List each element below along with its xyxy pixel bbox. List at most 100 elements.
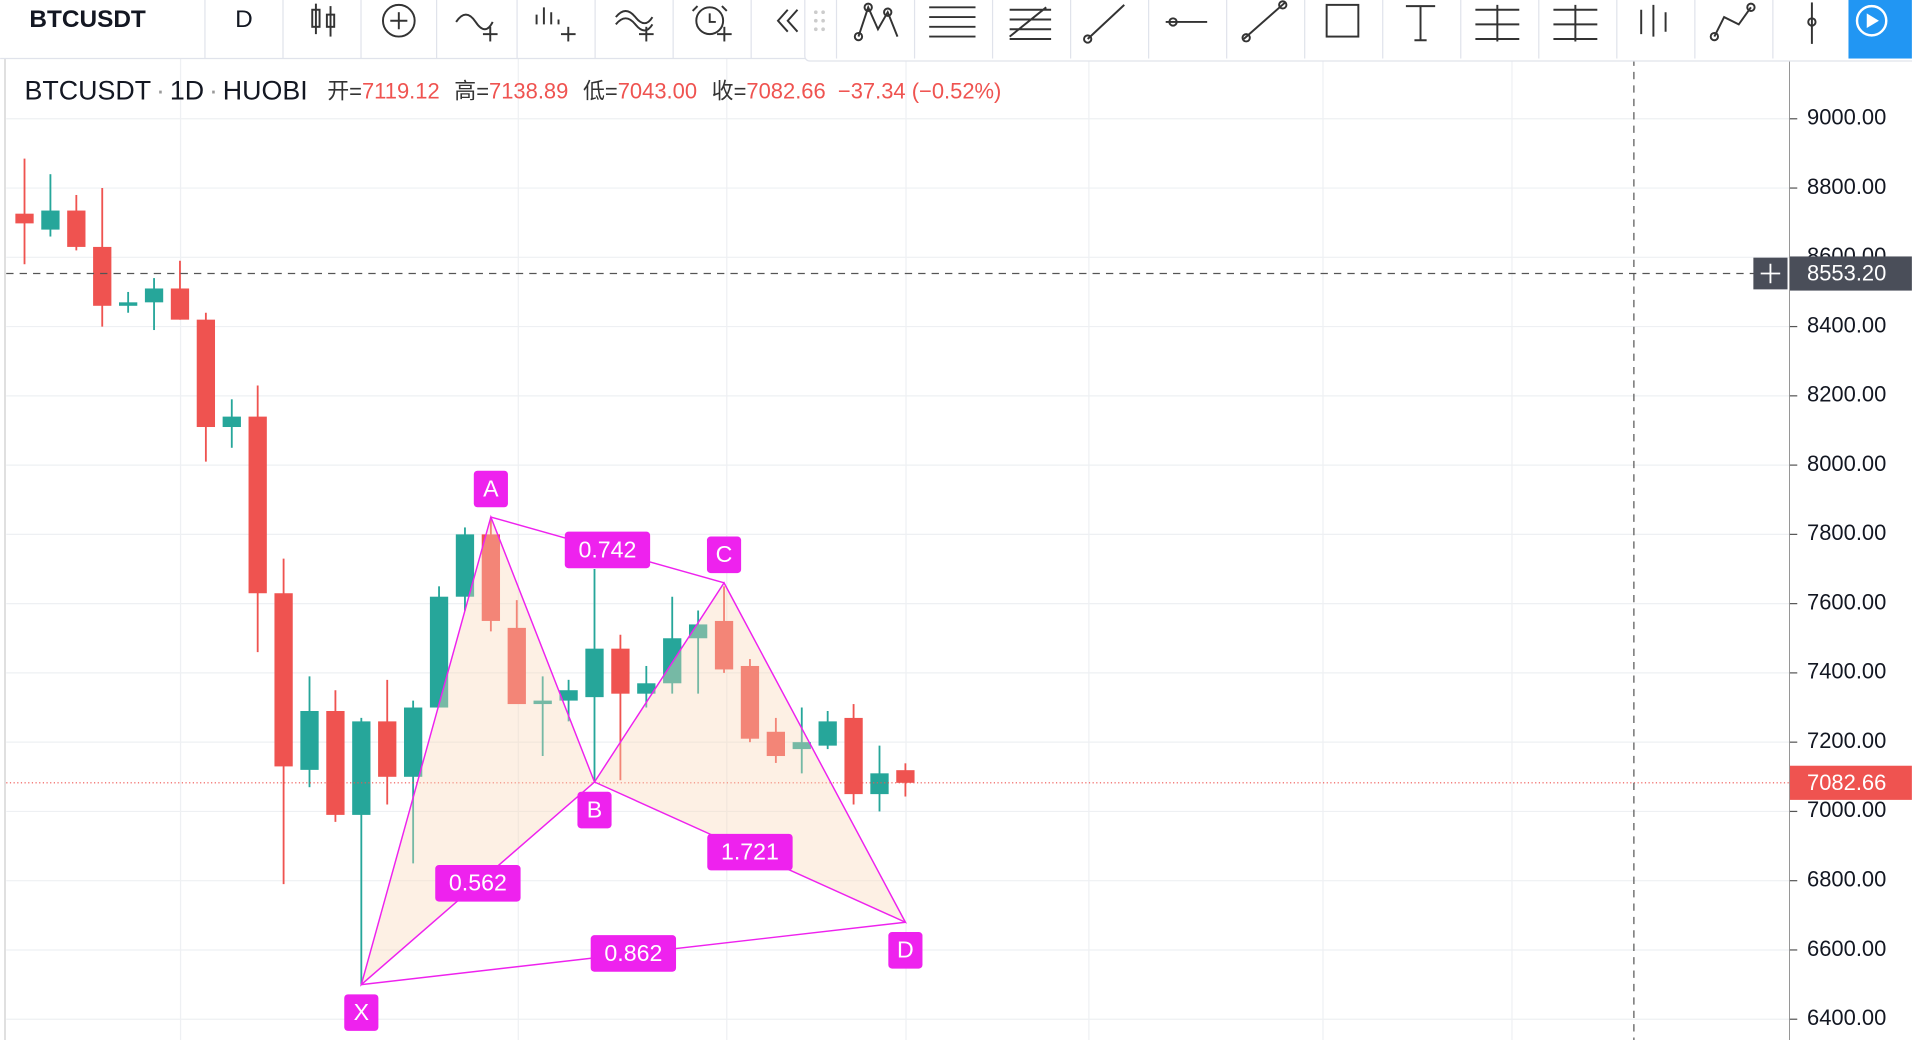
short-position-tool[interactable] (1553, 4, 1598, 42)
candle-body (326, 710, 345, 815)
candle-body (533, 700, 552, 705)
candle-body (67, 210, 86, 247)
y-tick-label: 8400.00 (1807, 312, 1886, 337)
crosshair-label-bg (1789, 256, 1912, 291)
path-tool[interactable] (1709, 2, 1756, 42)
pattern-point-label: C (716, 541, 733, 567)
text-tool[interactable] (1405, 5, 1436, 42)
replay-icon[interactable] (776, 9, 799, 33)
change: −37.34 (−0.52%) (838, 78, 1001, 103)
candle-body (300, 710, 319, 770)
pattern-point-label: B (587, 796, 602, 822)
candle-body (196, 319, 216, 428)
templates-icon[interactable] (615, 10, 654, 42)
candle-body (792, 742, 811, 750)
field-value: 7138.89 (489, 78, 568, 103)
play-icon (1855, 4, 1888, 37)
trendline-tool[interactable] (1241, 0, 1288, 43)
pattern-ratio: 1.721 (721, 838, 779, 864)
interval-button[interactable]: D (235, 6, 253, 33)
pattern-tool[interactable] (853, 2, 899, 42)
pattern-point-label: X (354, 999, 369, 1025)
price-range-tool[interactable] (1640, 4, 1667, 37)
y-tick-label: 8200.00 (1807, 382, 1886, 407)
rectangle-tool[interactable] (1325, 3, 1360, 38)
price-axis: 6400.00 6600.00 6800.00 7000.00 7200.00 7400.… (1753, 58, 1912, 1040)
y-tick-label: 7600.00 (1807, 589, 1886, 614)
hline-tool[interactable] (1165, 17, 1208, 27)
y-tick-label: 7200.00 (1807, 728, 1886, 753)
last-price-bg (1789, 765, 1912, 800)
compare-icon[interactable] (381, 3, 416, 38)
candle-body (611, 648, 630, 694)
candle-body (352, 721, 371, 815)
y-tick-label: 9000.00 (1807, 105, 1886, 130)
candle-body (93, 246, 112, 306)
candle-body (714, 620, 734, 670)
separator: · (209, 76, 218, 106)
candle-body (144, 288, 164, 303)
separator: · (156, 76, 165, 106)
arrow-tool[interactable] (1083, 4, 1125, 44)
pattern-point-label-bg (706, 536, 742, 574)
candle-body (403, 707, 423, 777)
legend-interval: 1D (170, 76, 204, 106)
symbol-button[interactable]: BTCUSDT (29, 6, 146, 33)
plot: X A B C D 0.562 0.742 1.721 0.862 (6, 158, 1790, 1031)
legend: BTCUSDT · 1D · HUOBI 开=7119.12 高=7138.89 低=7043… (25, 76, 1002, 106)
cursor-tool[interactable] (1807, 2, 1817, 44)
candle-body (844, 717, 863, 795)
candle-body (818, 721, 837, 746)
y-tick-label: 6400.00 (1807, 1005, 1886, 1030)
candle-body (248, 416, 267, 594)
indicator-icon[interactable] (455, 13, 498, 42)
field-label: 高= (454, 78, 489, 103)
crosshair-label: 8553.20 (1807, 261, 1886, 286)
candle-body (455, 534, 475, 597)
field-label: 低= (583, 78, 618, 103)
field-label: 开= (327, 78, 362, 103)
pattern-ratio-bg (590, 935, 677, 972)
fib-tool[interactable] (929, 6, 976, 38)
alert-icon[interactable] (691, 5, 732, 42)
crosshair-plus (1760, 263, 1781, 284)
candle-body (585, 648, 604, 698)
y-tick-label: 7800.00 (1807, 520, 1886, 545)
candle-body (170, 288, 190, 320)
candle-type-icon[interactable] (311, 3, 336, 37)
pattern-point-label: A (483, 475, 499, 501)
candle-body (429, 596, 449, 708)
y-tick-label: 6800.00 (1807, 866, 1886, 891)
play-triangle (1866, 13, 1879, 29)
candle-body (663, 638, 682, 684)
price-axis-bg (1789, 58, 1912, 1040)
pattern-point-label-bg (888, 932, 923, 969)
legend-symbol: BTCUSDT (25, 76, 152, 106)
pattern-ratio-bg (707, 833, 793, 871)
field-value: 7043.00 (618, 78, 697, 103)
candle-body (119, 302, 138, 306)
long-position-tool[interactable] (1475, 4, 1520, 42)
pattern-ratio: 0.862 (604, 940, 662, 966)
pattern-ratio: 0.562 (449, 870, 507, 896)
legend-exchange: HUOBI (223, 76, 308, 106)
y-tick-label: 7400.00 (1807, 659, 1886, 684)
pattern-ratio-bg (564, 531, 651, 569)
fib-fan-tool[interactable] (1009, 6, 1052, 40)
candle-body (870, 773, 889, 795)
candle-body (507, 627, 526, 705)
field-value: 7119.12 (362, 78, 440, 103)
pattern-point-label: D (897, 937, 914, 963)
financials-icon[interactable] (535, 7, 576, 42)
last-price-label: 7082.66 (1807, 770, 1886, 795)
candle-body (637, 683, 656, 694)
pattern-ratio: 0.742 (578, 536, 636, 562)
candle-body (559, 690, 578, 701)
y-tick-label: 7000.00 (1807, 797, 1886, 822)
pattern-point-label-bg (344, 994, 379, 1031)
candle-body (378, 721, 397, 777)
candle-body (481, 534, 501, 621)
